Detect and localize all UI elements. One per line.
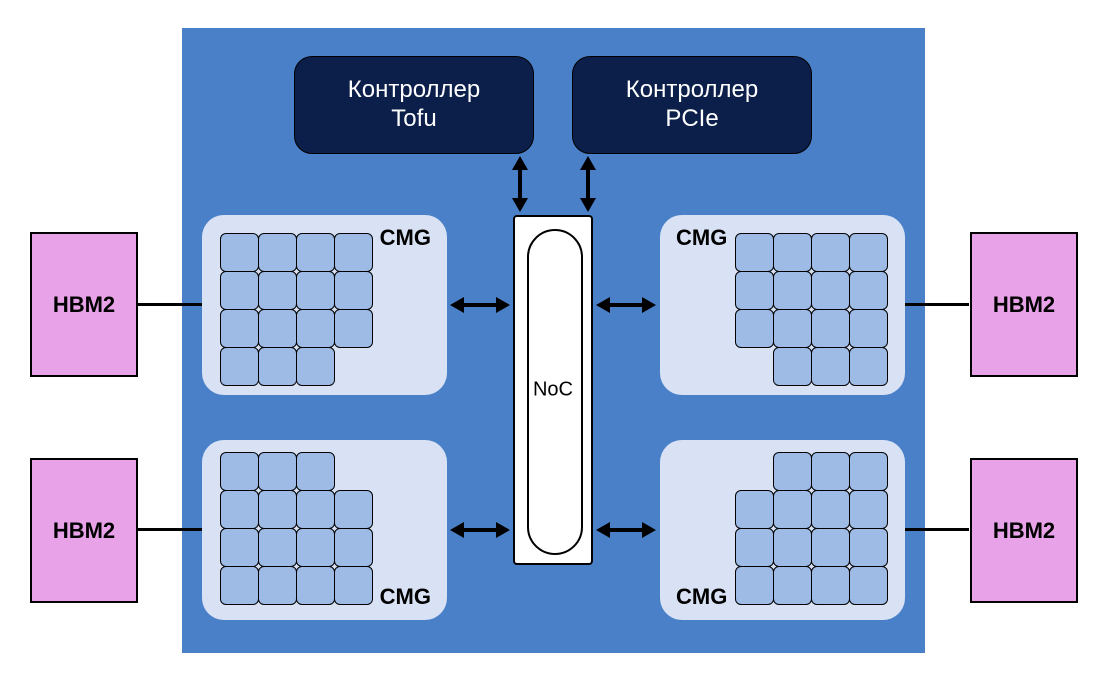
core-grid (735, 452, 887, 604)
core (334, 233, 373, 272)
cmg-label: CMG (380, 584, 431, 610)
core (811, 528, 850, 567)
cmg-label: CMG (380, 225, 431, 251)
core (296, 566, 335, 605)
core (258, 528, 297, 567)
core (334, 271, 373, 310)
cmg-top-right: CMG (660, 215, 905, 395)
core (220, 271, 259, 310)
hbm-line-tl (138, 303, 202, 306)
core (258, 490, 297, 529)
core (849, 309, 888, 348)
arrow-cmg-bl-noc (460, 528, 500, 532)
core (334, 566, 373, 605)
core (849, 347, 888, 386)
core (811, 233, 850, 272)
arrow-cmg-tl-noc (460, 303, 500, 307)
hbm-line-br (905, 528, 969, 531)
cmg-label: CMG (676, 584, 727, 610)
core (849, 566, 888, 605)
core (296, 452, 335, 491)
core (220, 528, 259, 567)
hbm-line-tr (905, 303, 969, 306)
core (258, 233, 297, 272)
core (220, 452, 259, 491)
core (849, 528, 888, 567)
core (296, 347, 335, 386)
core (773, 452, 812, 491)
core (258, 309, 297, 348)
core (735, 309, 774, 348)
arrow-pcie-noc (586, 166, 590, 202)
cmg-top-left: CMG (202, 215, 447, 395)
core (735, 490, 774, 529)
hbm-bottom-left: HBM2 (30, 458, 138, 603)
core (296, 271, 335, 310)
core (735, 233, 774, 272)
core (220, 309, 259, 348)
core (220, 566, 259, 605)
core (773, 566, 812, 605)
core (296, 528, 335, 567)
core (849, 271, 888, 310)
core (773, 271, 812, 310)
core (811, 271, 850, 310)
arrow-cmg-tr-noc (606, 303, 646, 307)
core (849, 490, 888, 529)
core (811, 347, 850, 386)
core (258, 566, 297, 605)
core (735, 528, 774, 567)
core (334, 490, 373, 529)
core (334, 528, 373, 567)
core (849, 233, 888, 272)
hbm-top-right: HBM2 (970, 232, 1078, 377)
core (735, 566, 774, 605)
core (220, 233, 259, 272)
arrow-tofu-noc (518, 166, 522, 202)
hbm-bottom-right: HBM2 (970, 458, 1078, 603)
core-grid (220, 452, 372, 604)
hbm-top-left: HBM2 (30, 232, 138, 377)
core-grid (735, 233, 887, 385)
core (296, 309, 335, 348)
core (773, 490, 812, 529)
cmg-bottom-right: CMG (660, 440, 905, 620)
core (296, 490, 335, 529)
core (334, 309, 373, 348)
core (258, 271, 297, 310)
core (773, 233, 812, 272)
core (258, 347, 297, 386)
cmg-bottom-left: CMG (202, 440, 447, 620)
core (220, 490, 259, 529)
core (773, 528, 812, 567)
core (811, 490, 850, 529)
core (811, 452, 850, 491)
pcie-controller: Контроллер PCIe (572, 56, 812, 154)
noc-block: NoC (513, 215, 593, 565)
core (220, 347, 259, 386)
core (296, 233, 335, 272)
core (773, 309, 812, 348)
arrow-cmg-br-noc (606, 528, 646, 532)
core (258, 452, 297, 491)
tofu-controller: Контроллер Tofu (294, 56, 534, 154)
core (735, 271, 774, 310)
core-grid (220, 233, 372, 385)
core (811, 309, 850, 348)
core (773, 347, 812, 386)
cmg-label: CMG (676, 225, 727, 251)
core (849, 452, 888, 491)
core (811, 566, 850, 605)
noc-label: NoC (533, 379, 573, 402)
hbm-line-bl (138, 528, 202, 531)
